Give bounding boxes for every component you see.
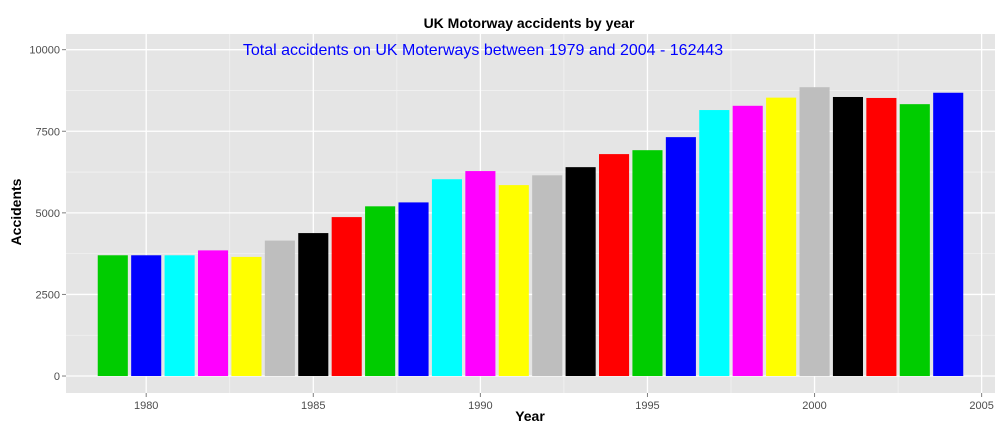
x-tick-label-1985: 1985 [301, 400, 325, 412]
y-axis-ticks: 0 2500 5000 7500 10000 [29, 45, 66, 383]
bar-1986 [331, 217, 362, 377]
bar-1994 [599, 154, 630, 377]
bar-1992 [532, 175, 563, 377]
y-tick-label-2500: 2500 [36, 289, 60, 301]
bar-1995 [632, 150, 663, 377]
bar-1999 [766, 97, 797, 377]
y-tick-label-5000: 5000 [36, 208, 60, 220]
bar-2002 [866, 97, 897, 377]
total-annotation: Total accidents on UK Moterways between … [243, 42, 723, 59]
bar-2004 [933, 92, 964, 377]
bar-1979 [97, 255, 128, 377]
bar-1990 [465, 171, 496, 377]
bars [97, 87, 964, 377]
bar-1991 [498, 185, 529, 377]
x-tick-label-2000: 2000 [802, 400, 826, 412]
bar-1998 [732, 105, 763, 377]
bar-1987 [365, 206, 396, 377]
bar-1981 [164, 255, 195, 377]
bar-1982 [197, 250, 229, 377]
x-tick-label-2005: 2005 [969, 400, 993, 412]
x-tick-label-1980: 1980 [134, 400, 158, 412]
bar-1985 [298, 233, 329, 377]
bar-2003 [899, 104, 930, 377]
y-tick-label-7500: 7500 [36, 126, 60, 138]
bar-1989 [431, 179, 462, 377]
x-tick-label-1995: 1995 [635, 400, 659, 412]
bar-1988 [398, 202, 429, 377]
bar-2001 [832, 96, 864, 377]
bar-1984 [264, 240, 295, 377]
bar-1993 [565, 167, 596, 377]
bar-1997 [699, 110, 730, 377]
y-axis-label: Accidents [8, 178, 24, 245]
bar-1983 [231, 256, 262, 377]
y-tick-label-0: 0 [54, 371, 60, 383]
x-axis-ticks: 1980 1985 1990 1995 2000 2005 [134, 393, 994, 412]
chart-title: UK Motorway accidents by year [424, 15, 635, 31]
x-tick-label-1990: 1990 [468, 400, 492, 412]
bar-1980 [131, 255, 162, 377]
bar-2000 [799, 87, 830, 377]
x-axis-label: Year [515, 408, 545, 424]
y-tick-label-10000: 10000 [29, 45, 60, 57]
bar-1996 [665, 137, 696, 377]
